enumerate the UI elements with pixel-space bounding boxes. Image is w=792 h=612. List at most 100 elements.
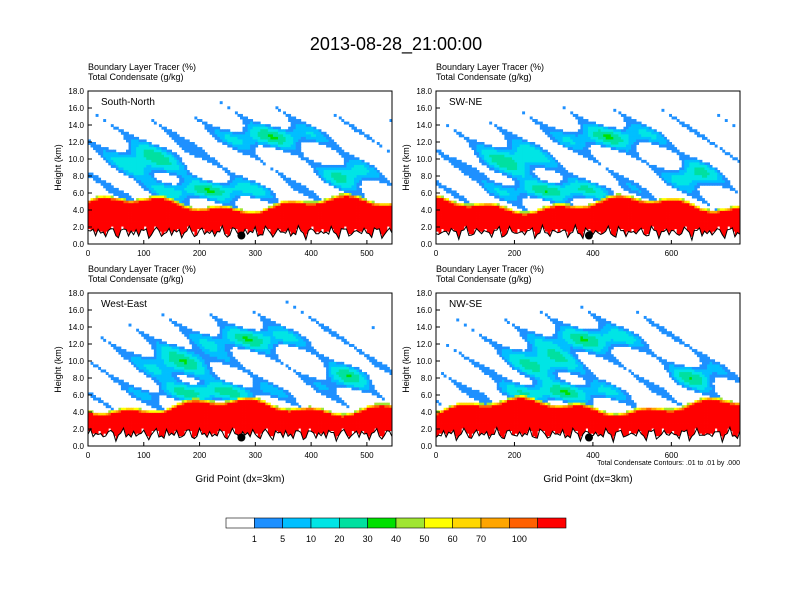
tracer-cell: [580, 193, 584, 196]
tracer-cell: [346, 182, 350, 186]
tracer-cell: [318, 200, 322, 204]
tracer-cell: [359, 190, 362, 194]
tracer-cell: [539, 218, 543, 222]
tracer-cell: [346, 187, 350, 191]
tracer-cell: [128, 226, 132, 230]
tracer-cell: [333, 210, 337, 214]
tracer-cell: [275, 221, 279, 224]
tracer-cell: [512, 185, 515, 189]
tracer-cell: [262, 142, 266, 145]
tracer-cell: [148, 177, 152, 181]
tracer-cell: [153, 200, 157, 204]
tracer-cell: [131, 157, 134, 161]
tracer-cell: [250, 210, 254, 214]
tracer-cell: [265, 215, 269, 219]
tracer-cell: [593, 208, 596, 212]
tracer-cell: [164, 187, 167, 191]
tracer-cell: [504, 221, 508, 224]
tracer-cell: [153, 185, 157, 189]
tracer-cell: [108, 221, 112, 224]
tracer-cell: [290, 213, 294, 217]
tracer-cell: [555, 134, 558, 138]
tracer-cell: [351, 223, 355, 227]
tracer-cell: [257, 124, 261, 128]
tracer-cell: [529, 144, 533, 148]
tracer-cell: [131, 162, 134, 166]
tracer-cell: [343, 187, 347, 191]
tracer-cell: [237, 177, 241, 181]
tracer-cell: [552, 131, 556, 135]
tracer-cell: [310, 136, 314, 140]
tracer-cell: [164, 162, 167, 166]
tracer-cell: [585, 134, 589, 138]
tracer-cell: [585, 147, 589, 151]
tracer-cell: [224, 139, 228, 143]
tracer-cell: [588, 223, 591, 227]
tracer-cell: [280, 147, 284, 151]
tracer-cell: [458, 213, 462, 217]
tracer-cell: [270, 205, 274, 209]
tracer-cell: [199, 180, 203, 184]
tracer-cell: [550, 167, 553, 171]
tracer-cell: [305, 159, 309, 163]
tracer-cell: [93, 205, 96, 209]
tracer-cell: [557, 190, 561, 194]
tracer-cell: [305, 208, 309, 212]
tracer-cell: [196, 149, 200, 153]
tracer-cell: [509, 170, 513, 173]
tracer-cell: [316, 228, 319, 232]
tracer-cell: [593, 159, 596, 163]
y-tick-label: 8.0: [73, 172, 85, 181]
tracer-cell: [184, 149, 188, 153]
tracer-cell: [354, 218, 357, 222]
tracer-cell: [300, 228, 304, 232]
tracer-cell: [290, 121, 294, 125]
tracer-cell: [453, 129, 457, 133]
tracer-cell: [118, 210, 122, 214]
tracer-cell: [191, 210, 195, 214]
tracer-cell: [280, 172, 284, 176]
tracer-cell: [272, 193, 276, 196]
tracer-cell: [123, 198, 127, 202]
tracer-cell: [146, 198, 150, 202]
tracer-cell: [481, 205, 485, 209]
tracer-cell: [219, 129, 223, 133]
tracer-cell: [491, 213, 495, 217]
tracer-cell: [474, 215, 477, 219]
tracer-cell: [524, 218, 528, 222]
tracer-cell: [348, 226, 352, 230]
tracer-cell: [100, 223, 104, 227]
tracer-cell: [323, 142, 327, 145]
plot-frame: [87, 90, 393, 245]
tracer-cell: [245, 185, 248, 189]
tracer-cell: [517, 167, 520, 171]
tracer-cell: [283, 223, 286, 227]
tracer-cell: [90, 210, 94, 214]
tracer-cell: [514, 177, 518, 181]
tracer-cell: [600, 185, 604, 189]
tracer-cell: [542, 218, 546, 222]
tracer-cell: [458, 159, 462, 163]
tracer-cell: [95, 177, 99, 181]
tracer-cell: [364, 210, 368, 214]
tracer-cell: [105, 149, 109, 153]
tracer-cell: [212, 134, 216, 138]
tracer-cell: [544, 228, 548, 232]
tracer-cell: [227, 170, 231, 173]
tracer-cell: [90, 223, 94, 227]
tracer-cell: [514, 215, 518, 219]
tracer-cell: [499, 210, 503, 214]
tracer-cell: [484, 223, 488, 227]
tracer-cell: [595, 159, 599, 163]
tracer-cell: [278, 139, 281, 143]
tracer-cell: [529, 223, 533, 227]
tracer-cell: [98, 215, 102, 219]
tracer-cell: [366, 205, 370, 209]
tracer-cell: [283, 144, 286, 148]
tracer-cell: [359, 213, 362, 217]
tracer-cell: [148, 144, 152, 148]
tracer-cell: [290, 124, 294, 128]
tracer-cell: [537, 185, 541, 189]
tracer-cell: [361, 162, 365, 166]
tracer-cell: [310, 159, 314, 163]
